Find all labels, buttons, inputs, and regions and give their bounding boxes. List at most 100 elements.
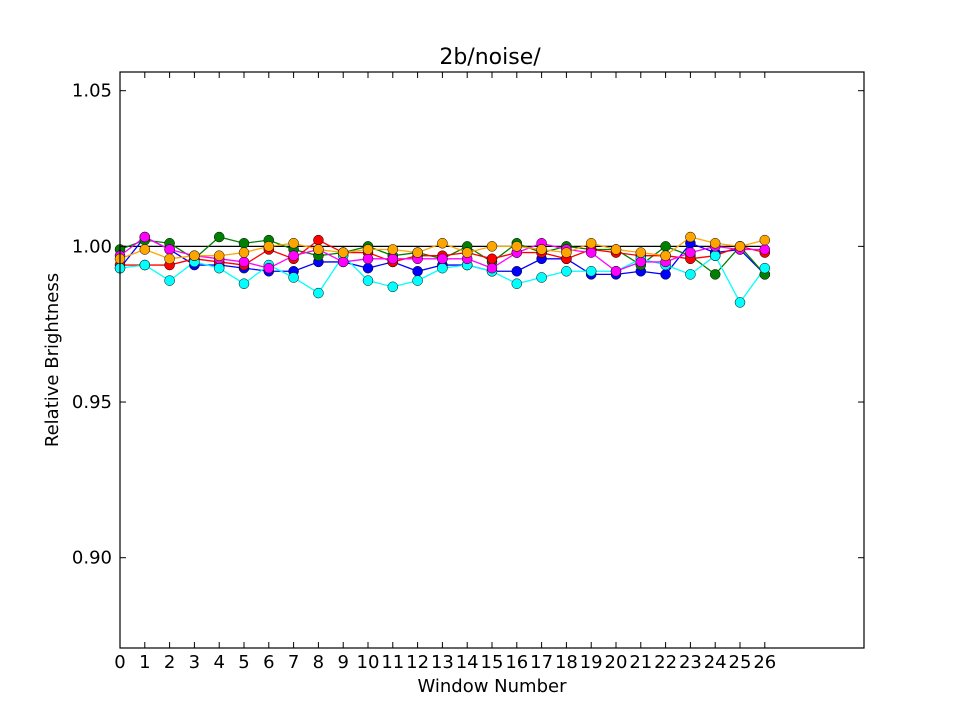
series-5-point (362, 253, 374, 265)
series-6-point (610, 244, 622, 255)
x-tick-label: 13 (431, 652, 454, 673)
series-1-point (660, 269, 671, 280)
series-6-point (213, 250, 225, 261)
series-6-point (635, 247, 647, 258)
x-tick-label: 3 (189, 652, 200, 673)
series-6-point (461, 247, 473, 258)
x-tick-label: 14 (456, 652, 479, 673)
series-5-point (139, 231, 151, 243)
y-tick-label: 0.90 (72, 548, 112, 569)
x-axis-label: Window Number (417, 676, 567, 697)
series-4-point (709, 250, 721, 261)
x-tick-label: 20 (605, 652, 628, 673)
x-tick-label: 10 (357, 652, 380, 673)
chart-title: 2b/noise/ (439, 45, 541, 70)
x-tick-label: 5 (238, 652, 249, 673)
series-6-point (412, 247, 423, 258)
series-6-point (263, 241, 275, 252)
series-6-point (164, 253, 175, 265)
series-6-point (734, 241, 746, 252)
series-4-point (313, 287, 324, 299)
series-6-point (288, 237, 299, 249)
x-tick-label: 2 (164, 652, 175, 673)
y-tick-label: 1.00 (72, 236, 112, 257)
series-4-point (288, 272, 299, 283)
y-axis-label: Relative Brightness (42, 273, 63, 447)
series-1-point (412, 266, 423, 277)
x-tick-label: 17 (530, 652, 553, 673)
series-4-point (685, 269, 696, 280)
series-5-point (387, 253, 399, 265)
x-tick-label: 9 (337, 652, 348, 673)
series-6-point (362, 244, 374, 255)
x-tick-label: 1 (139, 652, 150, 673)
series-4-point (734, 297, 746, 308)
series-4-point (759, 262, 771, 274)
series-5-point (585, 247, 597, 258)
series-6-point (437, 237, 448, 249)
series-6-point (685, 231, 696, 243)
plot-area: 0.900.951.001.050 1 2 3 4 5 6 7 8 9 10 11 12 13 14 15 16… (72, 71, 865, 673)
series-6-point (561, 247, 572, 258)
series-4-point (139, 259, 151, 271)
series-4-point (561, 266, 572, 277)
x-tick-label: 7 (288, 652, 299, 673)
series-5-point (610, 266, 622, 277)
series-6-point (585, 237, 597, 249)
series-4-point (164, 275, 175, 286)
series-3-point (486, 253, 498, 265)
series-5-point (288, 250, 299, 261)
series-2-point (660, 241, 671, 252)
x-tick-label: 18 (555, 652, 578, 673)
series-4-point (536, 272, 547, 283)
y-tick-label: 1.05 (72, 81, 112, 102)
series-5-point (263, 262, 275, 274)
series-5-point (337, 256, 349, 268)
series-2-point (238, 237, 250, 249)
x-tick-label: 19 (580, 652, 603, 673)
series-4-point (511, 278, 523, 289)
series-5-point (164, 244, 175, 255)
x-tick-label: 11 (381, 652, 404, 673)
x-tick-label: 24 (704, 652, 727, 673)
series-1-point (362, 262, 374, 274)
series-6-point (337, 247, 349, 258)
x-tick-label: 4 (213, 652, 224, 673)
series-6-point (709, 237, 721, 249)
series-4-point (412, 275, 423, 286)
x-tick-label: 26 (753, 652, 776, 673)
series-1-point (511, 266, 523, 277)
series-4-point (585, 266, 597, 277)
series-4-point (238, 278, 250, 289)
series-6-point (536, 244, 547, 255)
series-4-point (213, 262, 225, 274)
x-tick-label: 15 (481, 652, 504, 673)
x-tick-label: 12 (406, 652, 429, 673)
x-tick-label: 8 (313, 652, 324, 673)
x-tick-label: 22 (654, 652, 677, 673)
series-4-point (362, 275, 374, 286)
series-6-point (189, 250, 200, 261)
series-6-point (387, 244, 399, 255)
series-5-point (685, 247, 696, 258)
series-2-point (709, 269, 721, 280)
x-tick-label: 16 (505, 652, 528, 673)
series-3-point (313, 234, 324, 246)
series-6-point (486, 241, 498, 252)
x-tick-label: 6 (263, 652, 274, 673)
series-6-point (313, 244, 324, 255)
series-4-point (437, 262, 448, 274)
series-2-point (213, 231, 225, 243)
y-tick-label: 0.95 (72, 392, 112, 413)
series-6-point (759, 234, 771, 246)
series-4-point (387, 281, 399, 293)
series-5-point (238, 256, 250, 268)
x-tick-label: 21 (629, 652, 652, 673)
series-5-point (635, 256, 647, 268)
series-5-point (437, 253, 448, 265)
series-6-point (238, 247, 250, 258)
series-6-point (511, 241, 523, 252)
